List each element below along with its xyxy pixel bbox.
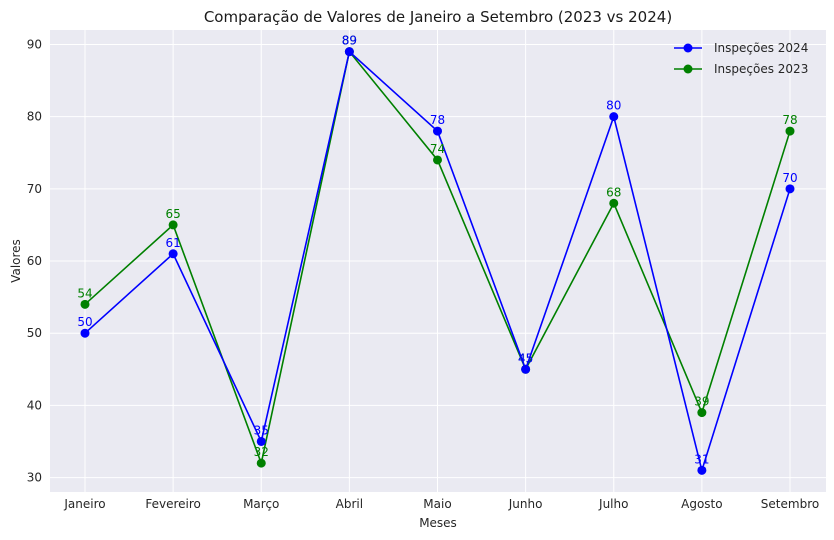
data-point	[256, 436, 266, 446]
data-point	[433, 155, 442, 165]
series-layer	[80, 47, 795, 475]
data-label: 45	[518, 351, 533, 365]
legend-label: Inspeções 2023	[714, 62, 808, 76]
legend: Inspeções 2024 Inspeções 2023	[674, 41, 808, 76]
data-point	[344, 47, 354, 57]
data-point	[433, 126, 442, 136]
data-point	[609, 198, 619, 208]
legend-item: Inspeções 2023	[674, 62, 808, 76]
x-tick-label: Julho	[598, 497, 628, 511]
data-point	[697, 465, 707, 475]
x-tick-label: Abril	[336, 497, 363, 511]
data-point	[521, 364, 531, 374]
x-tick-label: Março	[243, 497, 279, 511]
data-label: 89	[342, 34, 357, 48]
y-tick-label: 30	[27, 471, 42, 485]
data-label: 54	[77, 286, 92, 300]
data-label: 45	[518, 351, 533, 365]
y-axis-ticks: 30 40 50 60 70 80 90	[27, 37, 42, 484]
data-label: 31	[694, 452, 709, 466]
data-point	[785, 184, 795, 194]
data-label: 78	[782, 113, 797, 127]
y-tick-label: 60	[27, 254, 42, 268]
data-label: 68	[606, 185, 621, 199]
data-label: 78	[430, 113, 445, 127]
data-point	[697, 408, 707, 418]
x-tick-label: Junho	[508, 497, 543, 511]
legend-item: Inspeções 2024	[674, 41, 808, 55]
data-point	[785, 126, 795, 136]
y-tick-label: 80	[27, 110, 42, 124]
chart-title: Comparação de Valores de Janeiro a Setem…	[204, 8, 672, 26]
data-label: 80	[606, 99, 621, 113]
y-tick-label: 90	[27, 37, 42, 51]
data-point	[168, 249, 178, 259]
y-tick-label: 40	[27, 398, 42, 412]
y-tick-label: 70	[27, 182, 42, 196]
y-tick-label: 50	[27, 326, 42, 340]
data-point	[80, 328, 90, 338]
data-label: 70	[782, 171, 797, 185]
legend-marker	[683, 43, 693, 53]
data-label: 50	[77, 315, 92, 329]
data-label: 61	[165, 236, 180, 250]
x-tick-label: Setembro	[761, 497, 819, 511]
data-label: 65	[165, 207, 180, 221]
data-point	[256, 458, 266, 468]
data-label: 74	[430, 142, 445, 156]
x-tick-label: Maio	[423, 497, 451, 511]
data-point	[609, 112, 619, 122]
x-tick-label: Agosto	[681, 497, 722, 511]
data-point	[80, 299, 90, 309]
x-tick-label: Fevereiro	[145, 497, 201, 511]
data-label: 39	[694, 395, 709, 409]
data-label: 35	[254, 423, 269, 437]
legend-marker	[683, 64, 693, 74]
x-tick-label: Janeiro	[63, 497, 105, 511]
x-axis-label: Meses	[419, 516, 457, 530]
legend-label: Inspeções 2024	[714, 41, 808, 55]
data-point	[168, 220, 178, 230]
series-2024	[80, 47, 795, 475]
y-axis-label: Valores	[9, 239, 23, 283]
data-label: 89	[342, 34, 357, 48]
data-label: 32	[254, 445, 269, 459]
grid-lines	[50, 30, 826, 492]
x-axis-ticks: Janeiro Fevereiro Março Abril Maio Junho Julho…	[63, 497, 819, 511]
